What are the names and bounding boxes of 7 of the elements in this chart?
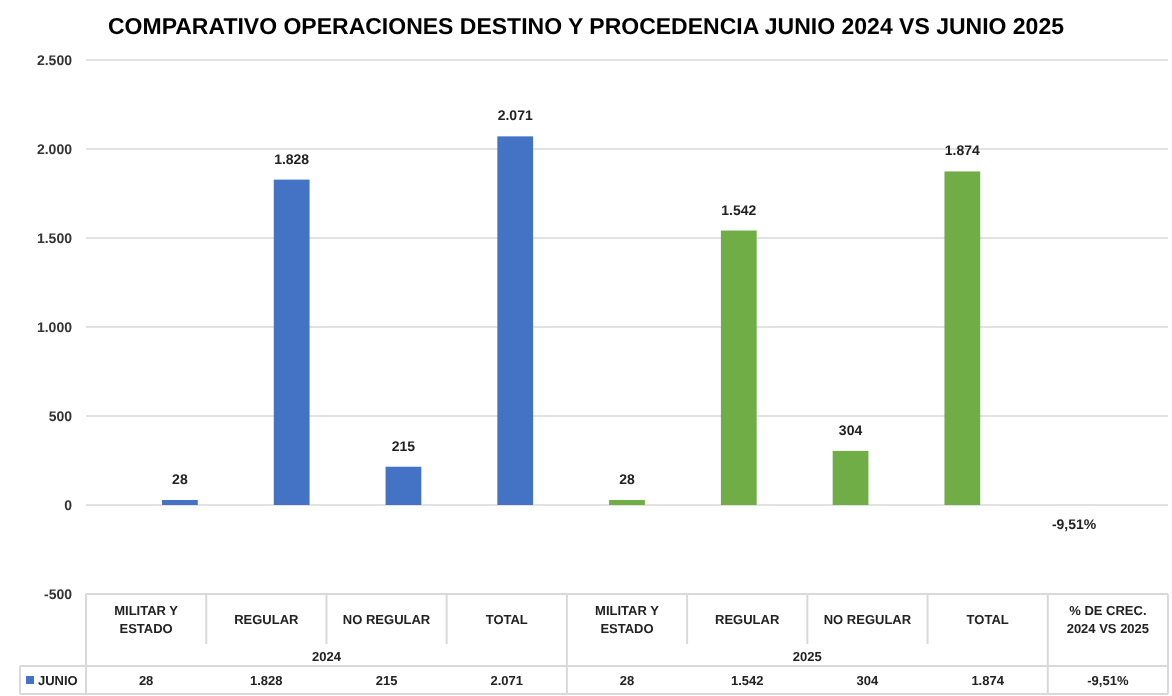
- bar: [832, 450, 869, 505]
- chart-title: COMPARATIVO OPERACIONES DESTINO Y PROCEDENCIA JUNIO 2024 VS JUNIO 2025: [107, 16, 1066, 40]
- bar: [720, 230, 757, 505]
- bar: [497, 136, 534, 505]
- bar: [944, 171, 981, 505]
- bar: [385, 466, 422, 505]
- bar: [273, 179, 310, 505]
